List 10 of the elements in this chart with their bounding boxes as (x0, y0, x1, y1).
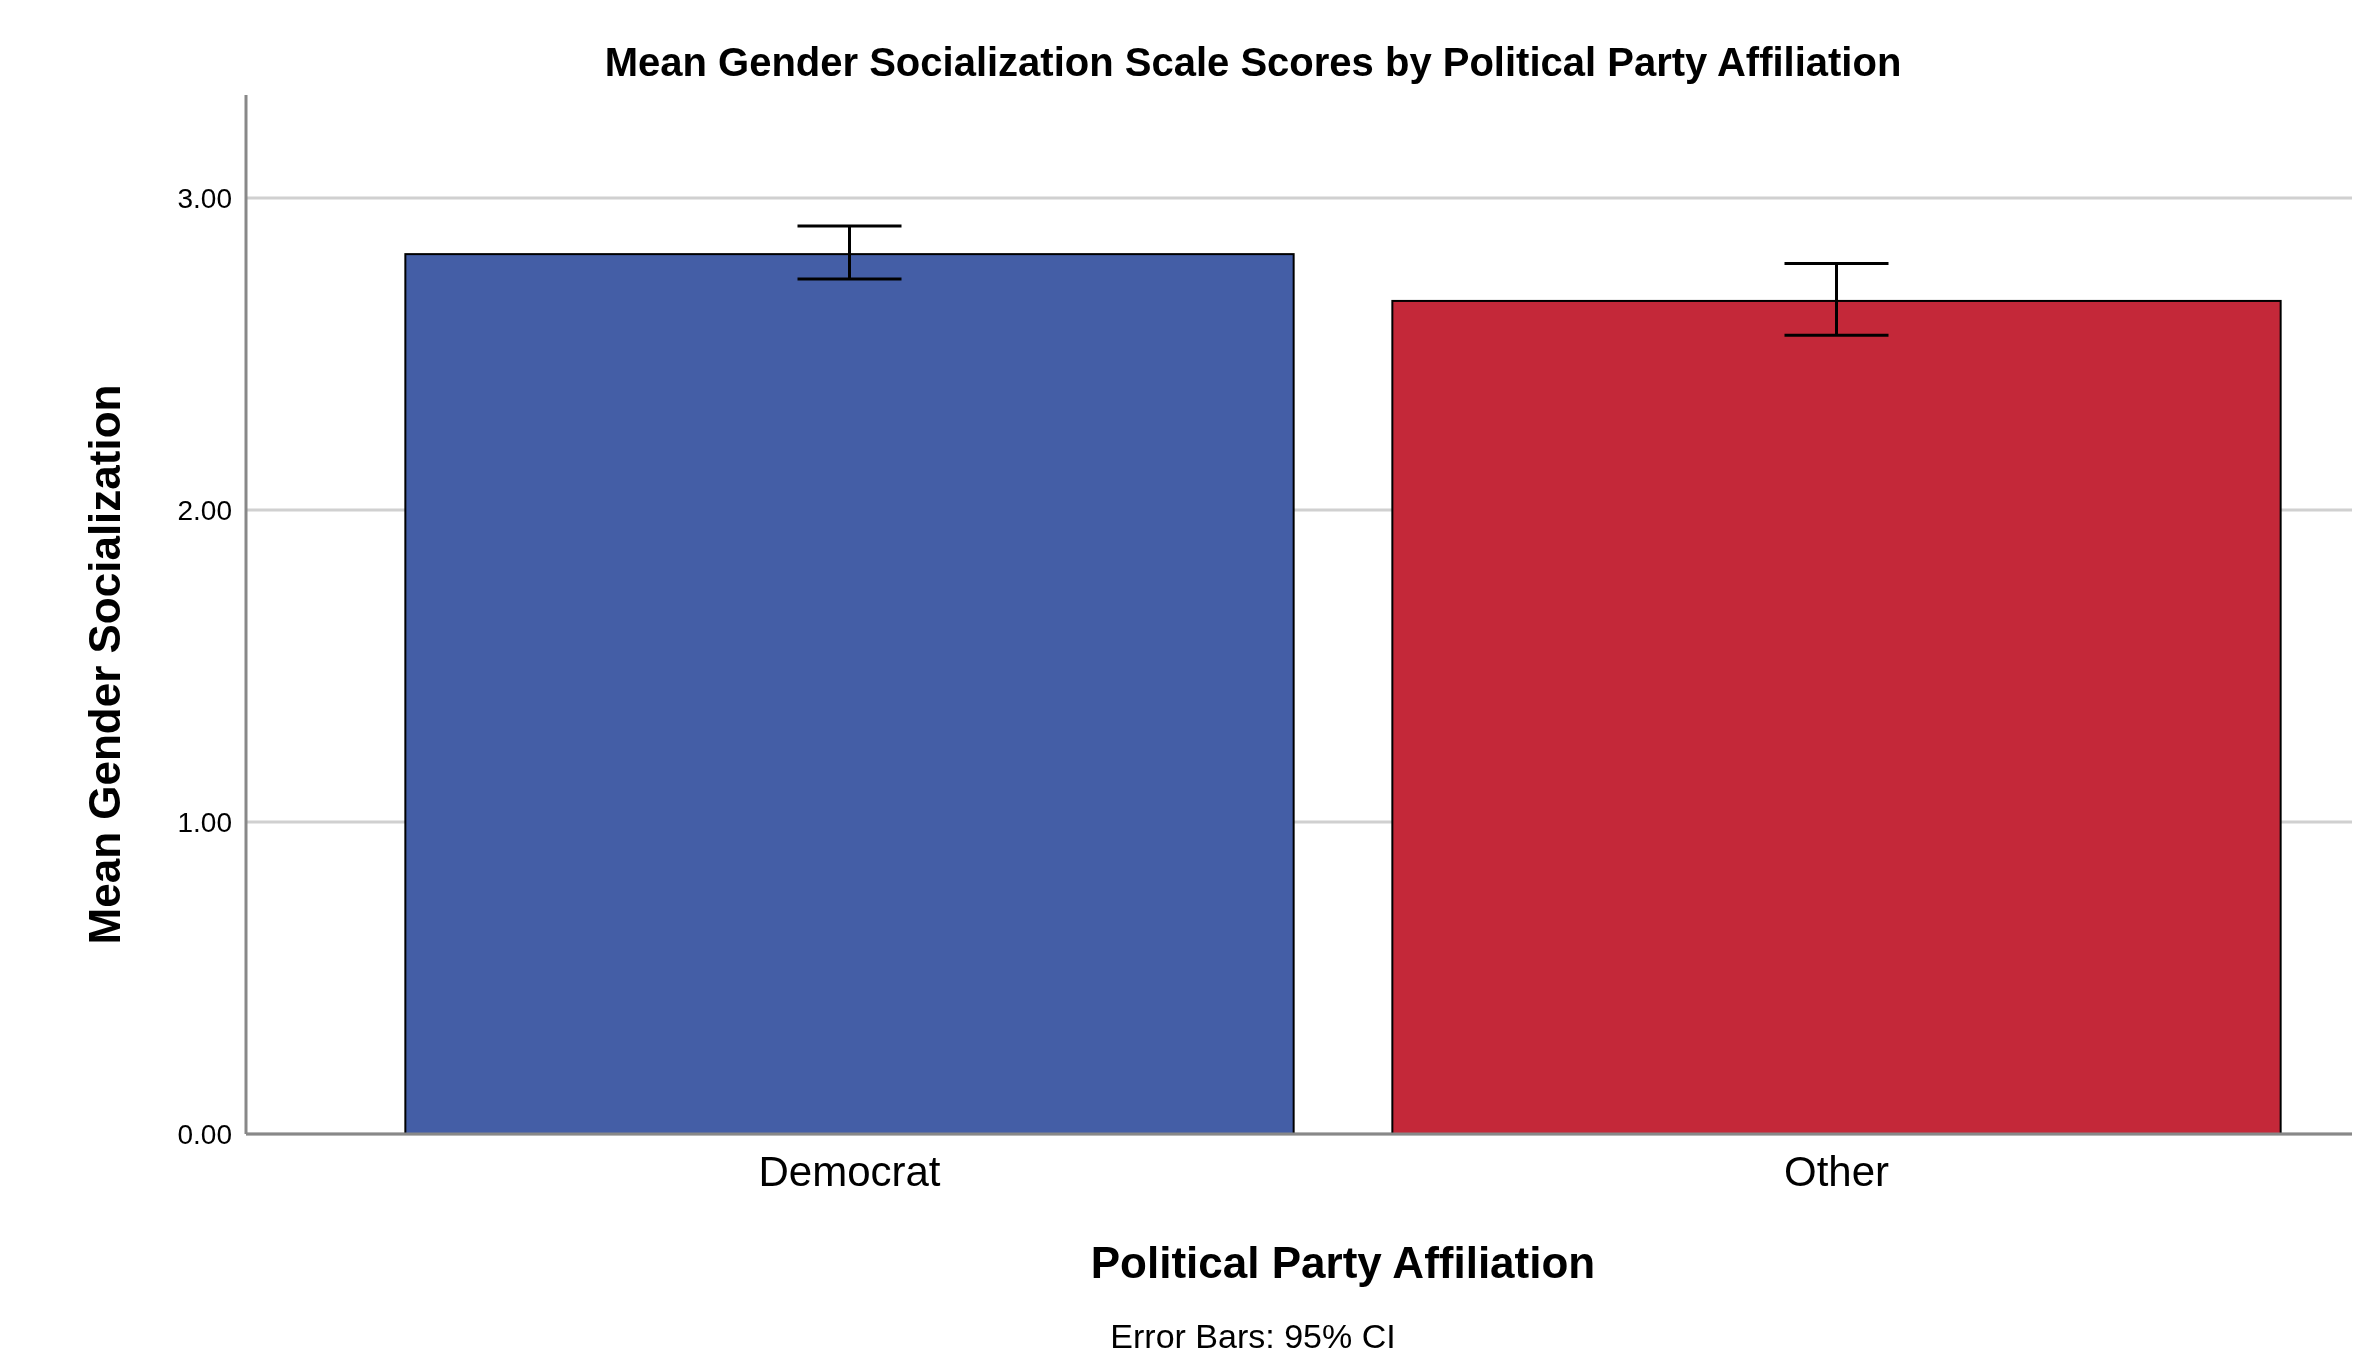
y-axis-title: Mean Gender Socialization (80, 384, 129, 945)
chart-title: Mean Gender Socialization Scale Scores by Political Party Affiliation (604, 40, 1902, 84)
x-axis-title: Political Party Affiliation (1090, 1238, 1596, 1287)
y-tick-label: 0.00 (177, 1118, 232, 1150)
x-tick-label: Democrat (758, 1148, 941, 1195)
y-tick-label: 3.00 (177, 182, 232, 214)
text: Error Bars: 95% CI (1110, 1317, 1396, 1355)
y-tick-label: 1.00 (177, 806, 232, 838)
y-tick-label: 2.00 (177, 494, 232, 526)
x-tick-label: Other (1783, 1148, 1890, 1195)
